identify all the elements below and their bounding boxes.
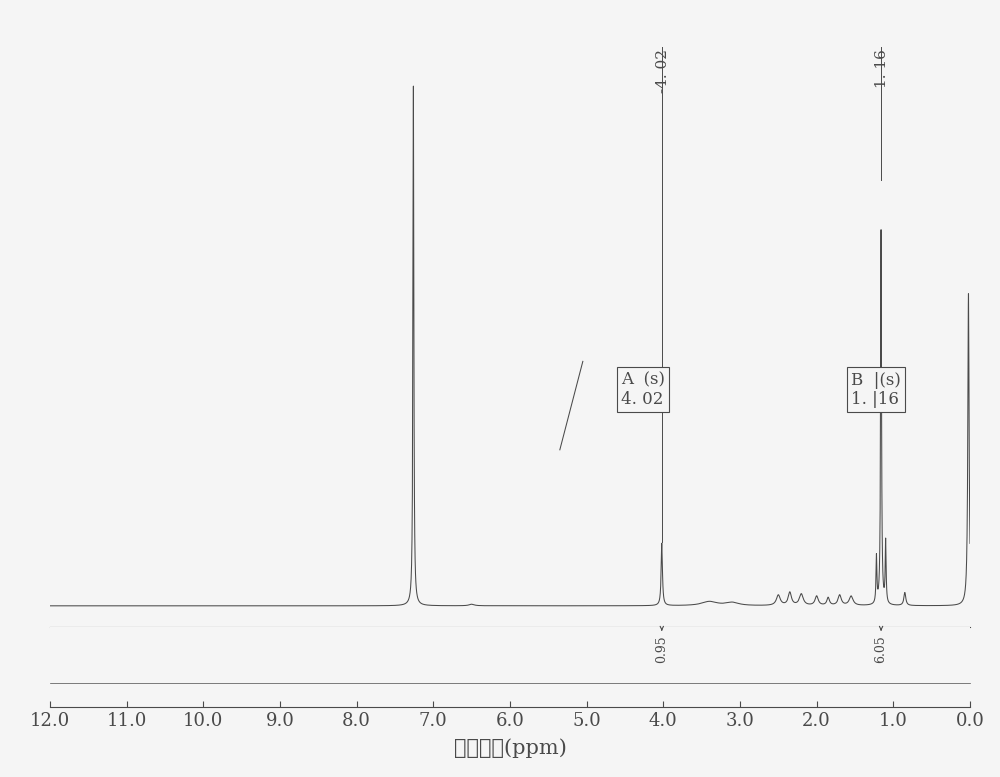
Text: 1. 16: 1. 16 (875, 49, 889, 89)
Text: B  |(s)
1. |16: B |(s) 1. |16 (851, 371, 901, 408)
X-axis label: 化学位移(ppm): 化学位移(ppm) (454, 738, 566, 758)
Text: 0.95: 0.95 (655, 635, 668, 663)
Text: -4. 02: -4. 02 (656, 49, 670, 93)
Text: 6.05: 6.05 (874, 635, 887, 663)
Text: A  (s)
4. 02: A (s) 4. 02 (621, 371, 665, 408)
